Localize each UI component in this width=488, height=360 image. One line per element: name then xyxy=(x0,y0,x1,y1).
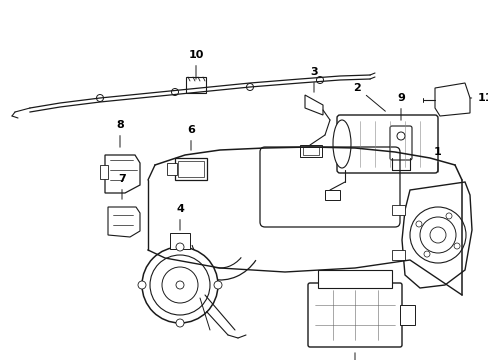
Bar xyxy=(391,250,404,260)
Text: 10: 10 xyxy=(188,50,203,79)
Circle shape xyxy=(176,319,183,327)
FancyBboxPatch shape xyxy=(307,283,401,347)
Bar xyxy=(167,163,177,175)
Text: 8: 8 xyxy=(116,120,123,147)
Bar xyxy=(170,233,190,249)
Bar xyxy=(185,77,205,93)
Bar xyxy=(317,270,391,288)
Polygon shape xyxy=(105,155,140,193)
Text: 5: 5 xyxy=(350,353,358,360)
Text: 2: 2 xyxy=(353,83,385,111)
Bar xyxy=(178,161,203,177)
Polygon shape xyxy=(434,83,469,116)
Circle shape xyxy=(214,281,222,289)
Bar xyxy=(175,158,206,180)
Text: 6: 6 xyxy=(187,125,195,150)
Ellipse shape xyxy=(332,120,350,168)
Bar xyxy=(299,145,321,157)
Text: 11: 11 xyxy=(469,93,488,103)
Text: 3: 3 xyxy=(309,67,317,92)
Circle shape xyxy=(142,247,218,323)
FancyBboxPatch shape xyxy=(389,126,411,160)
Text: 4: 4 xyxy=(176,204,183,230)
Bar xyxy=(325,190,339,200)
FancyBboxPatch shape xyxy=(336,115,437,173)
Text: 1: 1 xyxy=(433,147,441,172)
Text: 9: 9 xyxy=(396,93,404,120)
Bar xyxy=(399,305,414,325)
Bar xyxy=(100,165,108,179)
Polygon shape xyxy=(401,182,471,288)
Bar xyxy=(391,205,404,215)
Polygon shape xyxy=(108,207,140,237)
Circle shape xyxy=(176,243,183,251)
Bar xyxy=(303,147,318,155)
Circle shape xyxy=(138,281,146,289)
Text: 7: 7 xyxy=(118,174,125,199)
